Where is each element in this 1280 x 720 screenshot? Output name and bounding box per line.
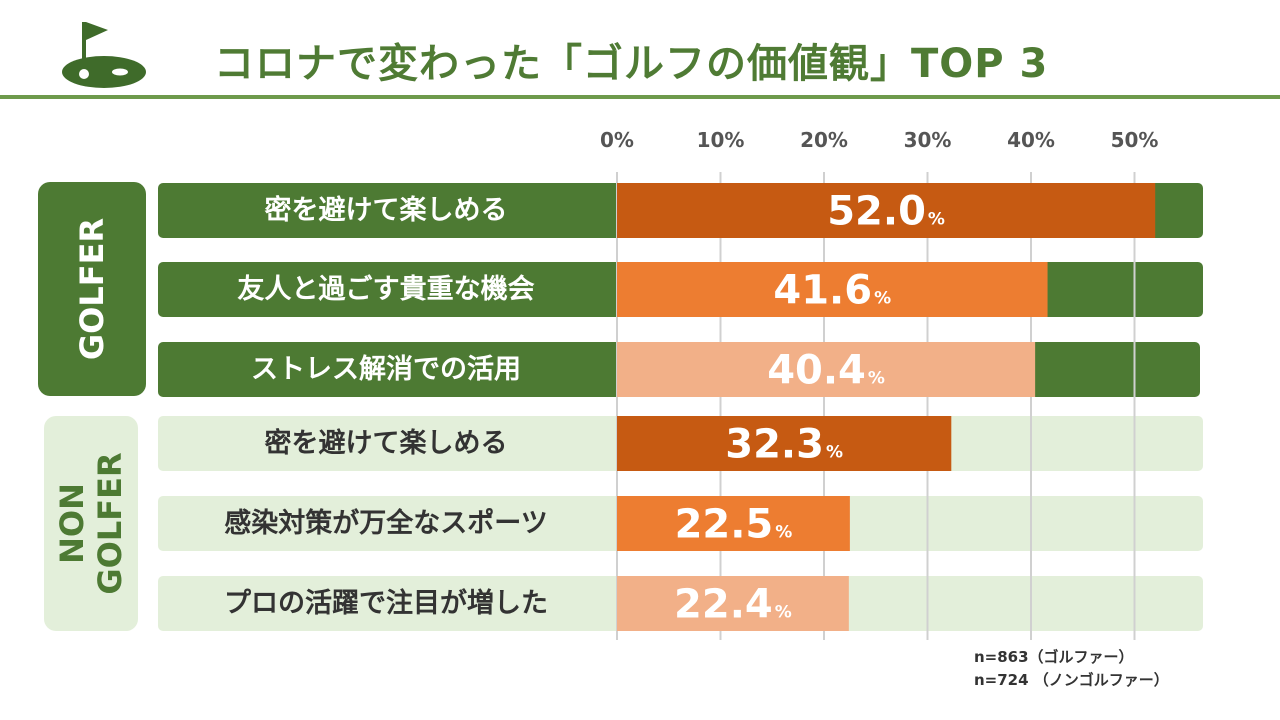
data-label: 22.4% [674, 582, 792, 628]
sample-size-notes: n=863（ゴルファー） n=724 （ノンゴルファー） [974, 646, 1169, 692]
category-label: 密を避けて楽しめる [265, 194, 508, 226]
grid-layer [616, 172, 1136, 640]
data-label-unit: % [826, 443, 843, 463]
data-label: 40.4% [767, 348, 885, 394]
group-label: GOLFER [73, 218, 111, 360]
category-label: ストレス解消での活用 [251, 354, 521, 385]
data-label-unit: % [874, 289, 891, 309]
note-nongolfer: n=724 （ノンゴルファー） [974, 671, 1169, 689]
group-label-box [44, 416, 138, 631]
bar [617, 416, 952, 471]
x-tick-label: 10% [697, 128, 745, 152]
x-tick-label: 0% [600, 128, 634, 152]
data-label: 41.6% [773, 268, 891, 314]
category-label: 感染対策が万全なスポーツ [224, 507, 547, 539]
data-label: 32.3% [725, 422, 843, 468]
category-label: プロの活躍で注目が増した [224, 587, 548, 619]
data-label: 22.5% [675, 502, 793, 548]
x-tick-label: 40% [1007, 128, 1055, 152]
bar [617, 342, 1036, 397]
x-tick-label: 20% [800, 128, 848, 152]
title-rule [0, 95, 1280, 99]
x-tick-label: 30% [904, 128, 952, 152]
note-golfer: n=863（ゴルファー） [974, 648, 1134, 666]
data-label-unit: % [868, 369, 885, 389]
band-layer [38, 182, 1203, 631]
golf-flag-icon [62, 22, 146, 88]
bar [617, 262, 1048, 317]
bar [617, 576, 849, 631]
group-label-box [38, 182, 146, 396]
category-label: 友人と過ごす貴重な機会 [237, 273, 534, 305]
group-label: NON [53, 483, 91, 564]
x-tick-label: 50% [1111, 128, 1159, 152]
data-label: 52.0% [827, 189, 945, 235]
page-title: コロナで変わった「ゴルフの価値観」TOP 3 [214, 41, 1049, 87]
bar-layer [617, 183, 1156, 631]
bar [617, 496, 850, 551]
data-label-unit: % [928, 210, 945, 230]
data-label-unit: % [775, 523, 792, 543]
group-label: GOLFER [91, 452, 129, 594]
bar [617, 183, 1156, 238]
category-label: 密を避けて楽しめる [265, 427, 508, 459]
data-label-unit: % [775, 603, 792, 623]
